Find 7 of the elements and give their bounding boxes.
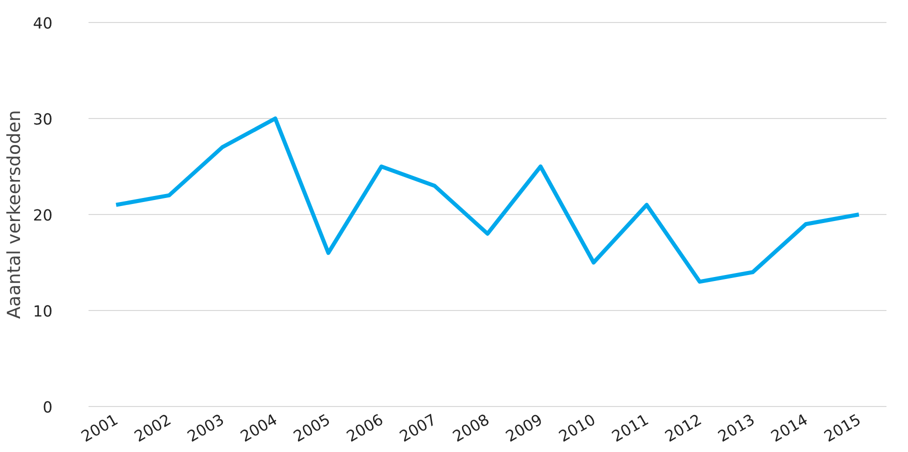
y-tick-label: 40 — [32, 14, 53, 32]
y-tick-label: 20 — [32, 206, 53, 224]
y-tick-label: 30 — [32, 110, 53, 128]
y-tick-label: 10 — [32, 302, 53, 320]
y-axis-title: Aaantal verkeersdoden — [4, 110, 25, 319]
line-series — [114, 116, 861, 284]
y-tick-label: 0 — [42, 398, 53, 416]
